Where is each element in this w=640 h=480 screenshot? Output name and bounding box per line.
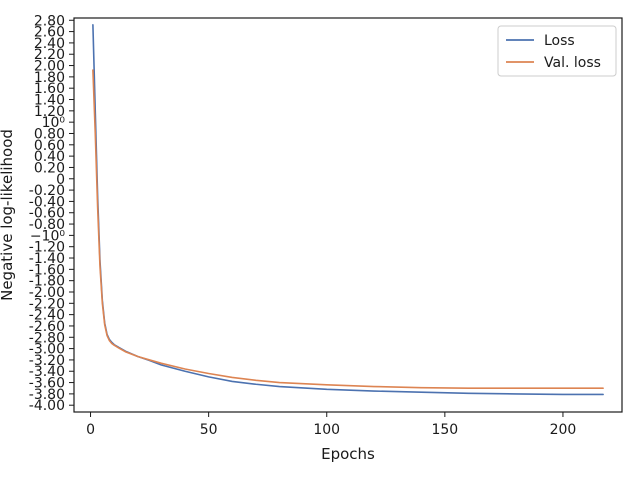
- axes-layer: [73, 17, 623, 413]
- legend-box: [497, 25, 617, 77]
- y-tick-label: 1.40: [34, 93, 65, 109]
- y-tick-label: -0.40: [29, 194, 65, 210]
- y-tick-label: -3.20: [29, 353, 65, 369]
- legend: Loss Val. loss: [497, 25, 617, 77]
- series-line-1: [92, 69, 604, 390]
- series-lines-layer: [92, 23, 604, 396]
- y-tick-label: 2.60: [34, 25, 65, 41]
- plot-frame: [73, 17, 623, 413]
- x-tick-label: 0: [86, 422, 95, 438]
- y-tick-label: 0.20: [34, 160, 65, 176]
- y-tick-label: 1.20: [34, 104, 65, 120]
- x-axis-title: Epochs: [321, 445, 375, 463]
- y-tick-label: -3.60: [29, 376, 65, 392]
- y-tick-label: -1.80: [29, 274, 65, 290]
- y-tick-label: -3.40: [29, 364, 65, 380]
- x-tick-label: 50: [200, 422, 218, 438]
- legend-label-0: Loss: [544, 33, 575, 49]
- y-tick-label: 2.80: [34, 13, 65, 29]
- y-tick-label: 1.60: [34, 81, 65, 97]
- y-tick-label: -3.00: [29, 342, 65, 358]
- y-tick-label: 0.60: [34, 138, 65, 154]
- y-tick-label: -1.40: [29, 251, 65, 267]
- y-tick-label: 2.00: [34, 59, 65, 75]
- y-tick-label: -4.00: [29, 398, 65, 414]
- y-tick-label: -0.20: [29, 183, 65, 199]
- y-tick-label: -2.60: [29, 319, 65, 335]
- y-tick-label: 0.40: [34, 149, 65, 165]
- y-tick-label: -2.80: [29, 330, 65, 346]
- y-tick-label: -2.00: [29, 285, 65, 301]
- legend-label-1: Val. loss: [544, 55, 601, 71]
- y-tick-label: -0.80: [29, 217, 65, 233]
- x-tick-label: 100: [313, 422, 340, 438]
- y-axis-title: Negative log-likelihood: [0, 129, 16, 301]
- y-tick-label: 0.80: [34, 126, 65, 142]
- ticks-layer: 0 50 100 150 200 2.802.602.402.202.001.801.60…: [29, 13, 577, 438]
- y-tick-label: -1.60: [29, 262, 65, 278]
- y-tick-label: −10⁰: [30, 228, 66, 244]
- x-tick-label: 200: [550, 422, 577, 438]
- y-tick-label: -1.20: [29, 240, 65, 256]
- y-tick-label: 2.40: [34, 36, 65, 52]
- y-tick-label: 1.80: [34, 70, 65, 86]
- y-tick-label: -2.40: [29, 308, 65, 324]
- y-tick-label: -0.60: [29, 206, 65, 222]
- y-tick-label: 0: [56, 172, 65, 188]
- y-tick-label: -3.80: [29, 387, 65, 403]
- y-tick-label: -2.20: [29, 296, 65, 312]
- y-tick-label: 2.20: [34, 47, 65, 63]
- x-tick-label: 150: [431, 422, 458, 438]
- y-tick-label: 10⁰: [42, 115, 66, 131]
